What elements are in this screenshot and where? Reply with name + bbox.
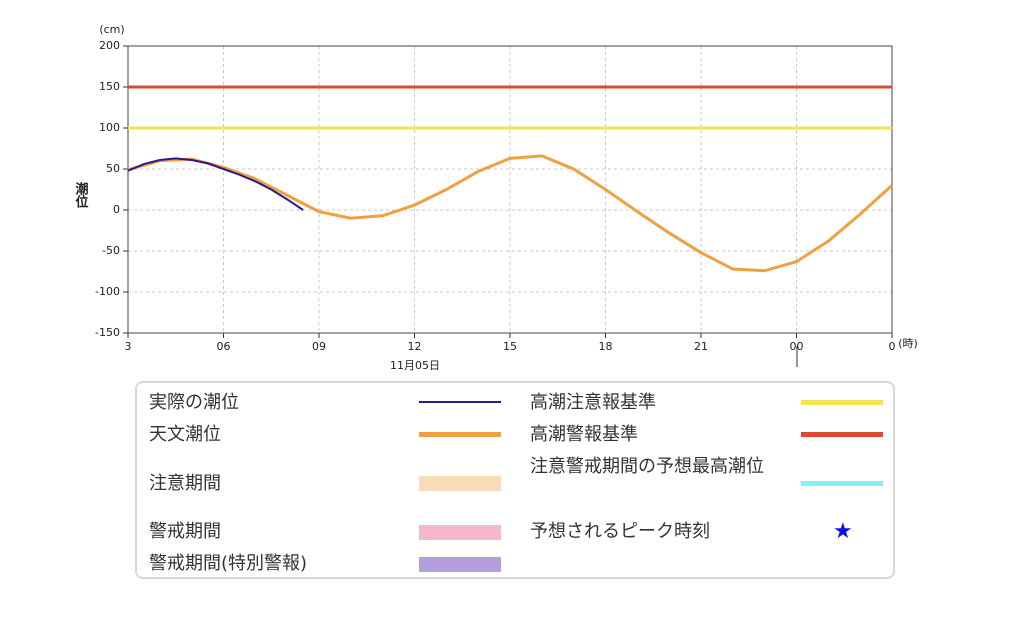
- date-label: 11月05日: [390, 359, 440, 372]
- x-tick-label: 18: [599, 340, 613, 353]
- legend-label: 高潮注意報基準: [530, 392, 656, 413]
- y-unit: (cm): [99, 23, 124, 36]
- x-unit: (時): [898, 337, 918, 350]
- legend-label: 天文潮位: [149, 424, 221, 445]
- legend-label: 予想されるピーク時刻: [530, 521, 710, 542]
- series-line: [127, 154, 894, 273]
- legend-swatch: [801, 480, 883, 486]
- legend-swatch: [419, 475, 501, 491]
- legend-swatch: [801, 431, 883, 437]
- x-tick-label: 21: [694, 340, 708, 353]
- plot-border: [127, 45, 893, 334]
- x-tick-label: 09: [312, 340, 326, 353]
- y-tick-label: 200: [99, 39, 120, 52]
- y-tick-label: 150: [99, 80, 120, 93]
- x-tick-label: 00: [790, 340, 804, 353]
- x-tick-label: 12: [408, 340, 422, 353]
- y-tick-label: 50: [106, 162, 120, 175]
- legend-label: 注意警戒期間の予想最高潮位: [530, 456, 764, 477]
- y-axis-label: 潮位: [73, 181, 89, 209]
- y-tick-label: -100: [95, 285, 120, 298]
- x-tick-label: 0: [889, 340, 896, 353]
- legend-star: ★: [833, 519, 853, 544]
- x-tick-label: 15: [503, 340, 517, 353]
- y-tick-label: 0: [113, 203, 120, 216]
- legend-label: 注意期間: [149, 473, 221, 494]
- legend-label: 警戒期間(特別警報): [149, 553, 308, 574]
- legend: 実際の潮位天文潮位注意期間警戒期間警戒期間(特別警報) 高潮注意報基準 高潮警報基準…: [135, 381, 895, 579]
- legend-swatch: [419, 401, 501, 403]
- legend-swatch: [419, 431, 501, 437]
- x-tick-label: 3: [125, 340, 132, 353]
- legend-label: 警戒期間: [149, 521, 221, 542]
- legend-swatch: [419, 524, 501, 540]
- y-tick-label: -50: [102, 244, 120, 257]
- y-tick-label: -150: [95, 326, 120, 339]
- y-tick-label: 100: [99, 121, 120, 134]
- series-line: [127, 157, 304, 211]
- legend-label: 実際の潮位: [149, 392, 239, 413]
- x-tick-label: 06: [217, 340, 231, 353]
- legend-swatch: [419, 556, 501, 572]
- legend-swatch: [801, 399, 883, 405]
- legend-label: 高潮警報基準: [530, 424, 638, 445]
